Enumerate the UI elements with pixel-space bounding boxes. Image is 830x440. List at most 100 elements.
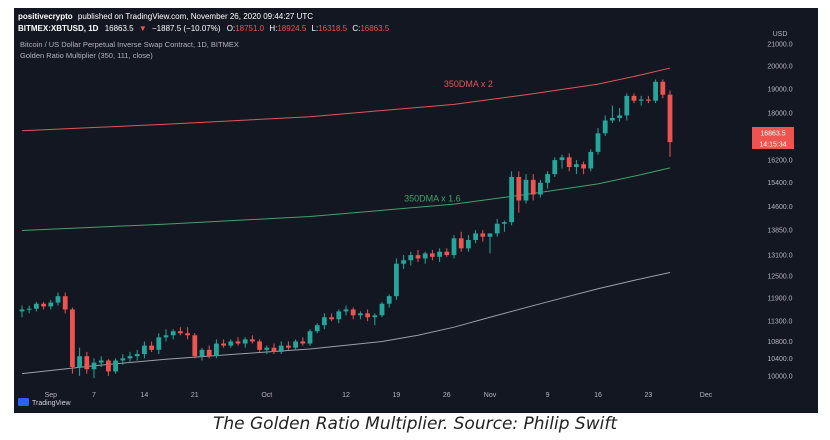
tradingview-watermark[interactable]: TradingView: [18, 398, 71, 407]
candle: [660, 79, 666, 99]
candle: [242, 337, 248, 348]
candle-body: [559, 157, 565, 161]
y-tick-label: 10800.0: [767, 339, 792, 346]
candle: [595, 128, 601, 155]
candle: [350, 307, 356, 320]
candle: [142, 341, 147, 359]
countdown-tag-text: 14:15:34: [759, 142, 786, 149]
candle: [502, 220, 507, 232]
figure-caption: The Golden Ratio Multiplier. Source: Phi…: [212, 414, 617, 434]
candle: [444, 248, 450, 257]
x-tick-label: 14: [141, 392, 149, 399]
price-chart[interactable]: positivecrypto published on TradingView.…: [14, 8, 818, 413]
candle-body: [106, 360, 111, 372]
candle-body: [401, 260, 406, 264]
plot-area: 350DMA x 2 350DMA x 1.6: [19, 67, 673, 379]
candle: [343, 305, 349, 316]
candle: [365, 309, 370, 322]
candle-body: [185, 333, 190, 336]
candle-body: [386, 296, 392, 304]
candle-body: [192, 335, 198, 357]
header-high: 18924.5: [277, 24, 306, 33]
chart-panel: positivecrypto published on TradingView.…: [14, 8, 818, 413]
candle: [358, 311, 363, 320]
header-ohlc-line: BITMEX:XBTUSD, 1D 16863.5 ▼ −1887.5 (−10…: [18, 24, 390, 33]
candle: [538, 179, 543, 198]
candle: [610, 105, 615, 124]
candle-body: [574, 164, 579, 168]
candle: [581, 161, 586, 175]
candle-body: [358, 313, 363, 316]
y-tick-label: 19000.0: [767, 86, 792, 93]
y-tick-label: 13100.0: [767, 253, 792, 260]
candle: [278, 341, 284, 355]
y-tick-label: 20000.0: [767, 63, 792, 70]
candle: [235, 337, 241, 346]
candle: [466, 235, 471, 252]
candle: [430, 249, 435, 261]
candle: [523, 174, 529, 204]
x-tick-label: 16: [594, 392, 602, 399]
candle-body: [149, 345, 154, 350]
candle-body: [271, 347, 277, 352]
candle-body: [142, 345, 147, 355]
candle-body: [552, 160, 558, 175]
base-dma-line: [21, 272, 671, 375]
candle-body: [242, 339, 248, 344]
candle: [473, 230, 478, 244]
candle: [264, 345, 270, 355]
candle: [84, 351, 90, 374]
candle-body: [667, 94, 673, 143]
y-tick-label: 10400.0: [767, 356, 792, 363]
price-tags: 16863.5 14:15:34: [752, 127, 794, 149]
candle-body: [329, 317, 334, 320]
candle-body: [120, 358, 126, 361]
header-high-label: H:: [269, 24, 277, 33]
tradingview-label: TradingView: [32, 400, 71, 407]
candle-body: [530, 179, 536, 195]
candle: [185, 327, 190, 340]
candle-body: [163, 335, 169, 338]
candle: [178, 327, 183, 336]
candle-body: [322, 317, 327, 326]
candle-body: [516, 176, 522, 201]
candle: [494, 219, 500, 237]
candle: [199, 347, 205, 361]
candle: [19, 305, 25, 318]
candle-body: [365, 313, 370, 318]
candle-body: [653, 81, 658, 101]
x-tick-label: 12: [342, 392, 350, 399]
candle: [206, 345, 212, 359]
candle: [62, 292, 68, 314]
dma-x2-label: 350DMA x 2: [444, 79, 493, 89]
header-symbol: BITMEX:XBTUSD, 1D: [18, 24, 99, 33]
candle: [250, 335, 255, 344]
header-open: 18751.0: [235, 24, 264, 33]
candle: [98, 356, 104, 368]
candle-body: [113, 360, 118, 372]
candle: [401, 255, 406, 269]
candle: [192, 333, 198, 359]
candle: [48, 299, 54, 310]
candle-body: [48, 302, 54, 307]
candle: [372, 313, 378, 326]
candle: [156, 333, 162, 355]
candle: [415, 249, 421, 262]
candle-body: [379, 303, 385, 316]
candle-body: [538, 182, 543, 195]
candle: [55, 292, 61, 306]
candle: [314, 323, 320, 334]
candle-body: [127, 356, 133, 359]
x-tick-label: 23: [645, 392, 653, 399]
candle-body: [372, 315, 378, 318]
header-published-line: positivecrypto published on TradingView.…: [18, 12, 313, 21]
candle: [530, 174, 536, 201]
candle-body: [300, 341, 306, 344]
candle-body: [523, 179, 529, 201]
candle-body: [394, 263, 399, 297]
candle: [574, 160, 579, 175]
candle-body: [458, 238, 464, 249]
candle-body: [509, 176, 514, 223]
y-tick-label: 12500.0: [767, 274, 792, 281]
candle-body: [91, 362, 97, 370]
